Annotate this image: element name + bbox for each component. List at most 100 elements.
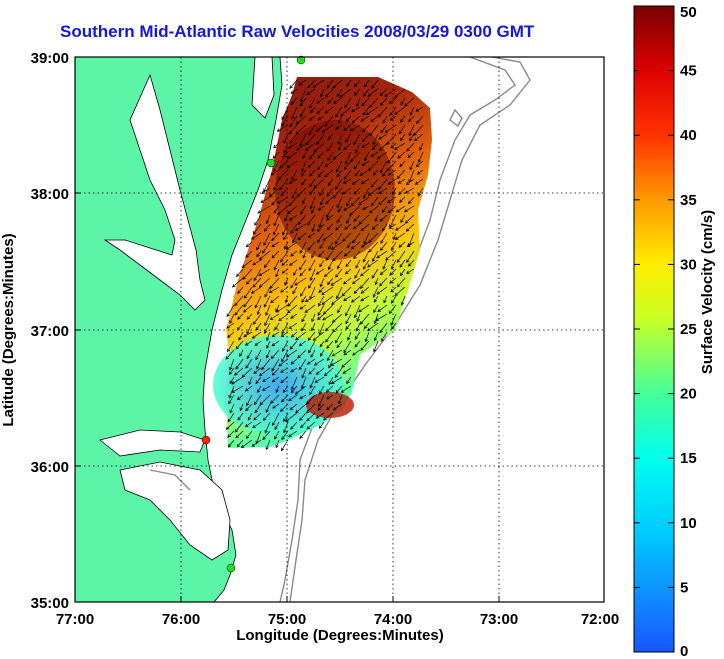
velocity-arrow bbox=[334, 232, 343, 245]
velocity-arrow bbox=[335, 178, 343, 190]
velocity-arrowhead bbox=[373, 320, 377, 325]
velocity-arrowhead bbox=[316, 141, 320, 146]
velocity-arrow bbox=[366, 106, 379, 115]
velocity-arrow bbox=[365, 331, 370, 342]
velocity-arrowhead bbox=[234, 302, 238, 307]
velocity-arrowhead bbox=[250, 290, 255, 294]
velocity-arrow bbox=[343, 367, 352, 374]
velocity-arrowhead bbox=[241, 264, 246, 268]
velocity-arrow bbox=[289, 259, 298, 266]
velocity-arrow bbox=[325, 106, 334, 114]
velocity-arrowhead bbox=[237, 290, 241, 294]
velocity-arrow bbox=[335, 268, 343, 278]
velocity-arrowhead bbox=[288, 397, 292, 402]
colorbar-tick-label: 15 bbox=[680, 450, 697, 467]
velocity-arrowhead bbox=[283, 149, 287, 154]
velocity-arrowhead bbox=[288, 180, 293, 185]
velocity-arrowhead bbox=[387, 181, 392, 185]
velocity-arrowhead bbox=[307, 234, 312, 238]
velocity-arrow bbox=[283, 412, 289, 422]
y-tick-label: 35:00 bbox=[31, 595, 69, 612]
velocity-arrowhead bbox=[281, 447, 285, 452]
velocity-arrowhead bbox=[361, 162, 366, 166]
velocity-arrowhead bbox=[351, 181, 356, 185]
velocity-arrow bbox=[291, 376, 298, 390]
velocity-arrowhead bbox=[342, 238, 346, 242]
velocity-arrow bbox=[336, 196, 343, 208]
velocity-arrow bbox=[362, 205, 370, 210]
velocity-arrowhead bbox=[302, 155, 306, 160]
velocity-arrow bbox=[301, 160, 307, 172]
velocity-arrow bbox=[273, 214, 280, 226]
velocity-arrow bbox=[394, 142, 406, 150]
velocity-arrowhead bbox=[350, 246, 355, 250]
velocity-arrowhead bbox=[309, 205, 313, 210]
velocity-arrowhead bbox=[361, 102, 365, 107]
velocity-arrow bbox=[286, 151, 298, 160]
velocity-arrow bbox=[274, 430, 280, 440]
velocity-arrowhead bbox=[334, 339, 339, 344]
velocity-arrow bbox=[263, 178, 271, 192]
velocity-arrow bbox=[280, 187, 289, 197]
velocity-arrowhead bbox=[362, 258, 366, 263]
velocity-arrow bbox=[406, 250, 415, 263]
velocity-arrowhead bbox=[306, 91, 310, 96]
velocity-arrow bbox=[387, 196, 397, 203]
velocity-arrow bbox=[308, 115, 316, 121]
velocity-arrowhead bbox=[320, 93, 324, 98]
velocity-arrow bbox=[382, 205, 388, 213]
velocity-arrow bbox=[316, 268, 325, 275]
velocity-arrowhead bbox=[382, 266, 386, 270]
velocity-arrowhead bbox=[361, 144, 366, 148]
velocity-arrowhead bbox=[332, 100, 337, 104]
velocity-arrow bbox=[235, 358, 244, 370]
velocity-arrowhead bbox=[360, 272, 364, 277]
velocity-arrowhead bbox=[300, 385, 305, 390]
velocity-arrow bbox=[246, 322, 253, 335]
velocity-arrow bbox=[319, 277, 325, 287]
velocity-arrow bbox=[321, 295, 334, 305]
velocity-arrow bbox=[308, 367, 316, 375]
velocity-arrowhead bbox=[354, 275, 358, 279]
velocity-arrow bbox=[232, 277, 244, 288]
velocity-arrowhead bbox=[404, 103, 408, 107]
velocity-arrow bbox=[243, 304, 253, 313]
velocity-arrow bbox=[345, 115, 352, 122]
velocity-arrow bbox=[326, 187, 334, 197]
velocity-arrowhead bbox=[354, 172, 358, 177]
velocity-arrow bbox=[416, 115, 424, 124]
velocity-arrowhead bbox=[264, 293, 268, 298]
velocity-arrow bbox=[354, 169, 361, 177]
velocity-arrowhead bbox=[396, 283, 401, 288]
velocity-arrowhead bbox=[236, 443, 241, 448]
velocity-arrowhead bbox=[368, 248, 372, 253]
velocity-arrow bbox=[290, 421, 298, 430]
velocity-arrow bbox=[239, 349, 244, 357]
velocity-arrow bbox=[309, 178, 316, 188]
velocity-arrow bbox=[319, 241, 325, 249]
velocity-arrowhead bbox=[301, 327, 305, 332]
velocity-arrowhead bbox=[377, 308, 382, 312]
velocity-arrowhead bbox=[308, 371, 313, 375]
velocity-arrowhead bbox=[273, 210, 277, 214]
velocity-arrow bbox=[340, 106, 352, 117]
velocity-arrow bbox=[373, 340, 379, 352]
velocity-arrow bbox=[372, 286, 379, 298]
velocity-arrow bbox=[255, 349, 262, 360]
velocity-arrowhead bbox=[368, 209, 373, 214]
velocity-arrow bbox=[266, 349, 271, 359]
velocity-arrowhead bbox=[378, 136, 382, 140]
velocity-arrow bbox=[328, 178, 334, 186]
velocity-arrowhead bbox=[391, 265, 395, 270]
velocity-arrow bbox=[377, 304, 388, 312]
velocity-arrowhead bbox=[288, 325, 293, 330]
velocity-arrowhead bbox=[288, 433, 292, 438]
velocity-arrowhead bbox=[370, 184, 375, 188]
velocity-arrow bbox=[417, 187, 424, 197]
velocity-arrow bbox=[317, 232, 325, 243]
velocity-arrowhead bbox=[274, 426, 278, 431]
velocity-arrow bbox=[354, 268, 361, 279]
velocity-arrowhead bbox=[335, 389, 340, 394]
velocity-arrowhead bbox=[243, 334, 247, 338]
velocity-arrowhead bbox=[324, 163, 329, 168]
